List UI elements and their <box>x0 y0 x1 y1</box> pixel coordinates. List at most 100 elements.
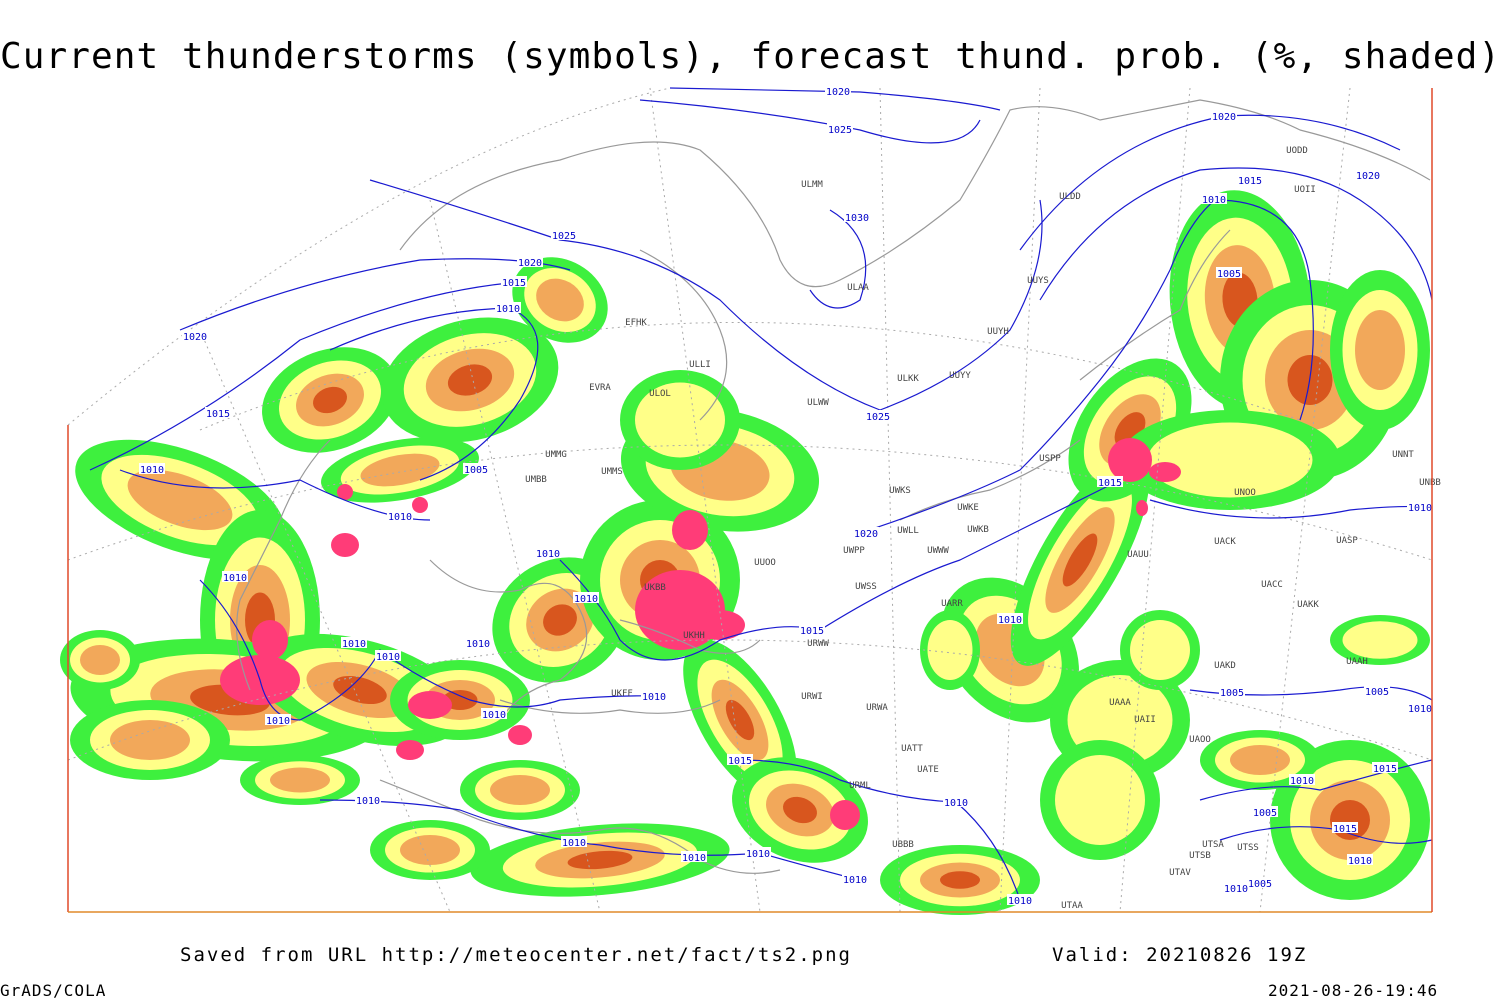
station-label: UWSS <box>855 582 877 592</box>
storm-symbols <box>396 740 424 760</box>
station-label: UTSB <box>1189 851 1211 861</box>
isobar-label: 1010 <box>496 304 520 315</box>
station-label: UACK <box>1214 537 1236 547</box>
title: Current thunderstorms (symbols), forecas… <box>0 36 1500 77</box>
station-label: USPP <box>1039 454 1061 464</box>
frame <box>67 88 1433 913</box>
station-label: UAUU <box>1127 550 1149 560</box>
station-label: URWW <box>807 639 829 649</box>
labels: 1020 1025 1030 1025 1020 1015 1010 1020 1015 1010… <box>139 85 1441 911</box>
software: GrADS/COLA <box>0 981 106 1000</box>
saved-url: Saved from URL http://meteocenter.net/fa… <box>180 944 852 966</box>
isobar-label: 1020 <box>826 87 850 98</box>
station-label: UTAV <box>1169 868 1191 878</box>
station-label: ULAA <box>847 283 869 293</box>
storm-symbols <box>331 533 359 557</box>
isobar-label: 1015 <box>728 756 752 767</box>
isobar-label-bg <box>844 211 870 222</box>
station-label: UWKS <box>889 486 911 496</box>
isobar-label: 1010 <box>746 849 770 860</box>
station-label: UUYH <box>987 327 1009 337</box>
station-label: URWI <box>801 692 823 702</box>
isobar-label: 1010 <box>1224 884 1248 895</box>
isobar-label-bg <box>799 624 825 635</box>
station-label: UODD <box>1286 146 1308 156</box>
station-label: UTSA <box>1202 840 1224 850</box>
isobar-label: 1005 <box>1253 808 1277 819</box>
isobar-label-bg <box>1407 702 1433 713</box>
station-label: ULOL <box>649 389 671 399</box>
station-label: UARR <box>941 599 963 609</box>
isobar-label: 1005 <box>464 465 488 476</box>
isobar-label: 1010 <box>1408 704 1432 715</box>
isobar-label-bg <box>865 410 891 421</box>
shade-2 <box>1342 621 1418 659</box>
station-label: UATE <box>917 765 939 775</box>
isobar-label-bg <box>375 650 401 661</box>
isobar-label: 1005 <box>1365 687 1389 698</box>
station-label: UKFF <box>611 689 633 699</box>
storm-symbols <box>412 497 428 513</box>
isobar-label-bg <box>1237 174 1263 185</box>
isobar-label-bg <box>341 637 367 648</box>
station-label: UAKD <box>1214 661 1236 671</box>
isobar-label: 1020 <box>518 258 542 269</box>
isobar-label-bg <box>842 873 868 884</box>
isobar-label-bg <box>481 708 507 719</box>
station-label: UUYS <box>1027 276 1049 286</box>
isobar-label-bg <box>681 851 707 862</box>
isobar-label: 1015 <box>800 626 824 637</box>
isobar-label: 1010 <box>266 716 290 727</box>
storm-symbols <box>508 725 532 745</box>
isobar-label-bg <box>1355 169 1381 180</box>
shade-3 <box>80 645 120 675</box>
isobar-label: 1010 <box>1408 503 1432 514</box>
shade-3 <box>490 775 550 805</box>
isobar-label-bg <box>1097 476 1123 487</box>
isobar-label-bg <box>1211 110 1237 121</box>
shade-4 <box>447 364 493 396</box>
isobar-label: 1010 <box>536 549 560 560</box>
station-label: UNNT <box>1392 450 1414 460</box>
shade-3 <box>110 720 190 760</box>
shade-4 <box>725 699 755 741</box>
isobar-label: 1025 <box>552 231 576 242</box>
isobar-label-bg <box>387 510 413 521</box>
isobar-label: 1005 <box>1217 269 1241 280</box>
storm-symbols <box>1149 462 1181 482</box>
isobar-label-bg <box>943 796 969 807</box>
station-label: UWPP <box>843 546 865 556</box>
station-label: UMMG <box>545 450 567 460</box>
isobar-label-bg <box>139 463 165 474</box>
station-label: UNBB <box>1419 478 1441 488</box>
isobar-label-bg <box>265 714 291 725</box>
isobar-label-bg <box>1247 877 1273 888</box>
station-label: UUOO <box>754 558 776 568</box>
station-label: UWKE <box>957 503 979 513</box>
isobar-label: 1010 <box>998 615 1022 626</box>
shade-2 <box>1147 422 1313 498</box>
station-label: UOII <box>1294 185 1316 195</box>
isobar-label-bg <box>551 229 577 240</box>
isobar-label-bg <box>1407 501 1433 512</box>
isobar-label-bg <box>727 754 753 765</box>
isobar-label-bg <box>1201 193 1227 204</box>
isobar-label-bg <box>495 302 521 313</box>
isobar-label: 1015 <box>1333 824 1357 835</box>
isobar-label-bg <box>1216 267 1242 278</box>
isobar-label: 1010 <box>356 796 380 807</box>
shade-3 <box>400 835 460 865</box>
isobar-label-bg <box>745 847 771 858</box>
isobar-label: 1010 <box>1008 896 1032 907</box>
station-label: UWKB <box>967 525 989 535</box>
shade-3 <box>360 453 440 487</box>
station-label: ULDD <box>1059 192 1081 202</box>
shade-2 <box>927 620 973 680</box>
isobar-label: 1010 <box>466 639 490 650</box>
valid-time: Valid: 20210826 19Z <box>1052 944 1307 966</box>
isobar-label: 1015 <box>1098 478 1122 489</box>
station-label: URML <box>849 781 871 791</box>
station-label: URWA <box>866 703 888 713</box>
station-label: UKBB <box>644 583 666 593</box>
